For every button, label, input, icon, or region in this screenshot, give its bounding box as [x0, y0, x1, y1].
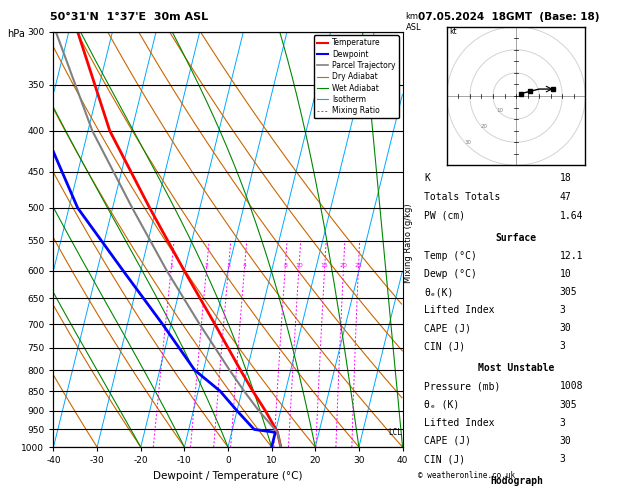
Text: 30: 30 [560, 436, 571, 446]
Text: Pressure (mb): Pressure (mb) [424, 382, 501, 392]
Text: 47: 47 [560, 191, 571, 202]
Text: Hodograph: Hodograph [490, 476, 543, 486]
Text: 10: 10 [295, 263, 303, 268]
Text: 20: 20 [340, 263, 347, 268]
Text: Surface: Surface [496, 233, 537, 243]
Text: 15: 15 [321, 263, 328, 268]
Text: K: K [424, 173, 430, 183]
Text: Mixing Ratio (g/kg): Mixing Ratio (g/kg) [404, 203, 413, 283]
Text: 12.1: 12.1 [560, 251, 583, 261]
Text: CAPE (J): CAPE (J) [424, 323, 471, 333]
Text: 07.05.2024  18GMT  (Base: 18): 07.05.2024 18GMT (Base: 18) [418, 12, 600, 22]
Text: 3: 3 [560, 454, 565, 464]
Text: 2: 2 [204, 263, 209, 268]
Text: 1.64: 1.64 [560, 210, 583, 221]
Text: 30: 30 [464, 140, 471, 145]
Text: 3: 3 [226, 263, 230, 268]
Text: 3: 3 [560, 418, 565, 428]
Text: θₑ (K): θₑ (K) [424, 399, 459, 410]
Text: Lifted Index: Lifted Index [424, 418, 494, 428]
Text: Most Unstable: Most Unstable [478, 364, 555, 373]
Text: θₑ(K): θₑ(K) [424, 287, 454, 297]
Text: 30: 30 [560, 323, 571, 333]
Text: PW (cm): PW (cm) [424, 210, 465, 221]
Text: 1: 1 [169, 263, 173, 268]
Text: Lifted Index: Lifted Index [424, 305, 494, 315]
Text: 3: 3 [560, 305, 565, 315]
Text: Dewp (°C): Dewp (°C) [424, 269, 477, 279]
Text: hPa: hPa [8, 29, 25, 39]
Text: 4: 4 [243, 263, 247, 268]
X-axis label: Dewpoint / Temperature (°C): Dewpoint / Temperature (°C) [153, 471, 303, 481]
Text: CAPE (J): CAPE (J) [424, 436, 471, 446]
Text: 18: 18 [560, 173, 571, 183]
Text: 3: 3 [560, 341, 565, 351]
Text: CIN (J): CIN (J) [424, 454, 465, 464]
Text: 8: 8 [283, 263, 287, 268]
Text: 10: 10 [560, 269, 571, 279]
Legend: Temperature, Dewpoint, Parcel Trajectory, Dry Adiabat, Wet Adiabat, Isotherm, Mi: Temperature, Dewpoint, Parcel Trajectory… [314, 35, 399, 118]
Text: 25: 25 [355, 263, 362, 268]
Text: Totals Totals: Totals Totals [424, 191, 501, 202]
Text: CIN (J): CIN (J) [424, 341, 465, 351]
Text: LCL: LCL [389, 428, 403, 437]
Text: 305: 305 [560, 287, 577, 297]
Text: 50°31'N  1°37'E  30m ASL: 50°31'N 1°37'E 30m ASL [50, 12, 208, 22]
Text: 20: 20 [481, 124, 487, 129]
Text: 305: 305 [560, 399, 577, 410]
Text: 1008: 1008 [560, 382, 583, 392]
Text: kt: kt [449, 27, 457, 35]
Text: Temp (°C): Temp (°C) [424, 251, 477, 261]
Text: © weatheronline.co.uk: © weatheronline.co.uk [418, 471, 515, 480]
Text: 10: 10 [496, 108, 503, 113]
Text: km
ASL: km ASL [406, 12, 421, 32]
